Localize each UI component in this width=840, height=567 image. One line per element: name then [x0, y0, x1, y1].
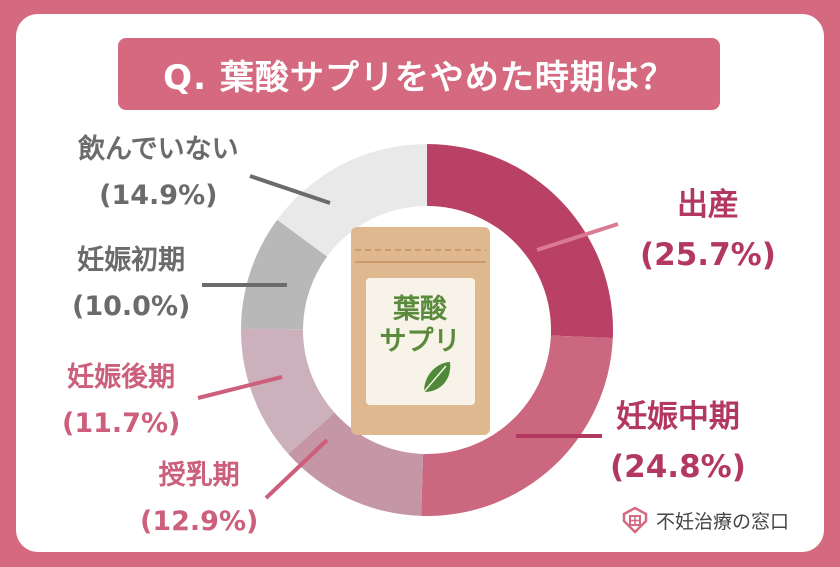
svg-text:葉酸: 葉酸 [392, 294, 448, 325]
leader-line-none [249, 174, 331, 205]
label-junyu: 授乳期 (12.9%) [140, 453, 258, 545]
brand-name: 不妊治療の窓口 [656, 510, 790, 533]
label-koki: 妊娠後期 (11.7%) [62, 355, 180, 447]
leader-line-shussan [536, 222, 619, 252]
label-pct: (11.7%) [62, 408, 181, 439]
house-heart-icon [622, 506, 648, 534]
donut-slice-koki [241, 328, 335, 454]
label-shoki: 妊娠初期 (10.0%) [72, 238, 190, 330]
donut-slice-shoki [241, 219, 328, 330]
label-none: 飲んでいない (14.9%) [78, 127, 239, 219]
label-name: 出産 [676, 187, 739, 223]
brand-logo: 不妊治療の窓口 [620, 505, 789, 535]
label-chuki: 妊娠中期 (24.8%) [610, 392, 746, 492]
donut-slice-shussan [427, 144, 613, 339]
label-pct: (10.0%) [72, 291, 191, 322]
leader-line-junyu [264, 438, 329, 500]
label-pct: (12.9%) [140, 506, 259, 537]
label-name: 授乳期 [158, 460, 240, 491]
label-name: 妊娠後期 [67, 362, 176, 393]
label-pct: (25.7%) [640, 237, 776, 273]
label-name: 飲んでいない [78, 134, 239, 165]
svg-text:サプリ: サプリ [380, 326, 461, 357]
donut-slice-chuki [421, 335, 613, 516]
chart-title: Q. 葉酸サプリをやめた時期は？ [118, 38, 720, 110]
label-shussan: 出産 (25.7%) [640, 180, 776, 280]
leaf-icon [421, 362, 451, 395]
donut-slice-junyu [288, 412, 424, 516]
donut-slice-none [277, 144, 427, 257]
supplement-pouch-icon: 葉酸 サプリ [351, 227, 490, 435]
label-name: 妊娠中期 [615, 399, 740, 435]
leader-line-koki [197, 375, 283, 400]
label-pct: (14.9%) [99, 180, 218, 211]
label-name: 妊娠初期 [77, 245, 186, 276]
label-pct: (24.8%) [610, 449, 746, 485]
